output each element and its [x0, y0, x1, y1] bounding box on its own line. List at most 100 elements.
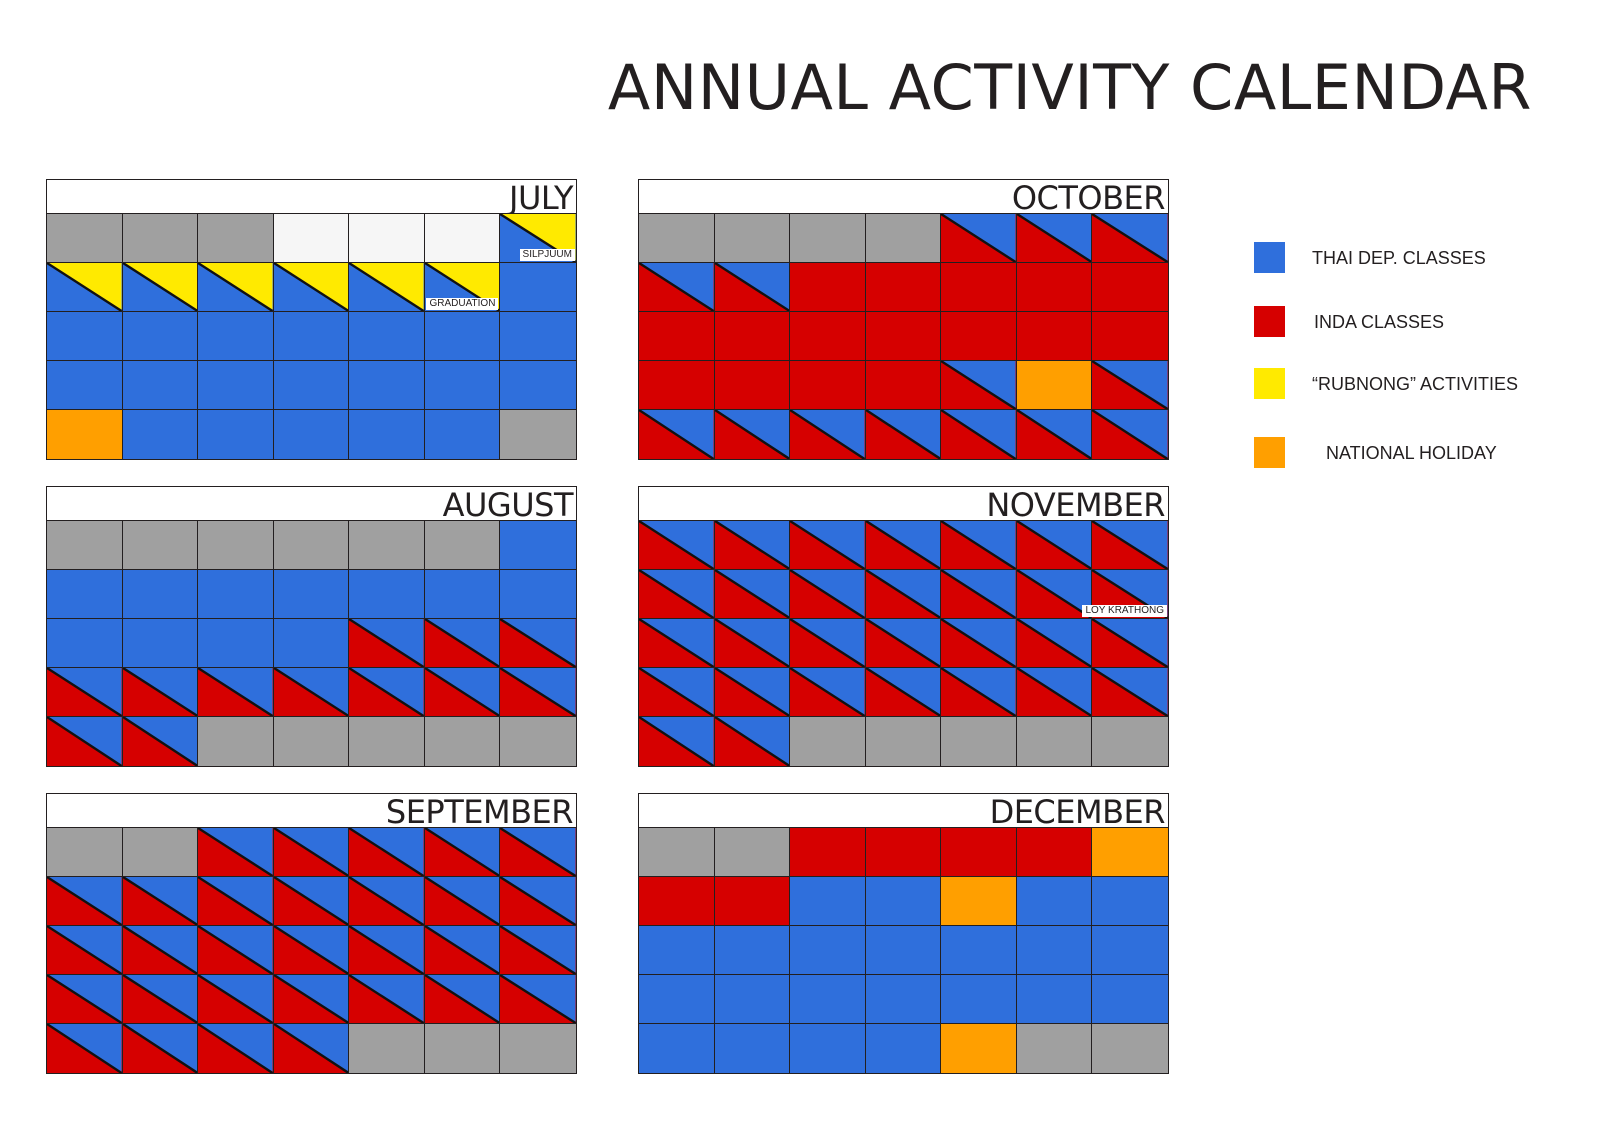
day-cell: [790, 312, 866, 361]
diagonal-divider: [790, 619, 865, 667]
split-day-mark: [1092, 410, 1168, 459]
split-day-mark: [1092, 668, 1168, 716]
split-day-mark: [198, 828, 273, 876]
split-day-mark: [349, 668, 424, 716]
day-cell: [1016, 1024, 1093, 1073]
day-cell: [790, 717, 866, 766]
diagonal-divider: [715, 668, 790, 716]
diagonal-divider: [500, 619, 576, 667]
day-cell: [47, 263, 123, 312]
day-cell: [1092, 410, 1168, 459]
diagonal-divider: [198, 1024, 273, 1073]
day-cell: [639, 521, 715, 570]
day-cell: [714, 521, 791, 570]
diagonal-divider: [349, 877, 424, 925]
split-day-mark: [639, 619, 714, 667]
diagonal-divider: [123, 926, 198, 974]
legend-item-rubnong-activities: “RUBNONG” ACTIVITIES: [1254, 368, 1584, 402]
split-day-mark: [122, 717, 198, 766]
diagonal-divider: [941, 668, 1016, 716]
day-cell: [790, 570, 866, 619]
day-cell: [1016, 410, 1093, 459]
split-day-mark: [1016, 668, 1092, 716]
day-cell: [1016, 214, 1093, 263]
day-cell: [122, 926, 199, 975]
diagonal-divider: [349, 828, 424, 876]
diagonal-divider: [1092, 361, 1168, 409]
day-cell: [122, 410, 199, 459]
split-day-mark: [122, 877, 198, 925]
split-day-mark: [1092, 619, 1168, 667]
day-cell: [424, 877, 501, 926]
month-title-september: SEPTEMBER: [46, 793, 577, 827]
day-cell: [1016, 926, 1093, 975]
day-cell: [47, 828, 123, 877]
day-cell: [273, 926, 350, 975]
day-cell: [865, 312, 942, 361]
day-cell: [47, 926, 123, 975]
diagonal-divider: [425, 877, 500, 925]
split-day-mark: [941, 570, 1016, 618]
split-day-mark: [424, 668, 500, 716]
day-cell: [1016, 361, 1093, 410]
diagonal-divider: [866, 619, 941, 667]
event-label: LOY KRATHONG: [1082, 605, 1167, 617]
day-cell: [500, 263, 576, 312]
split-day-mark: [941, 619, 1016, 667]
day-cell: [1016, 312, 1093, 361]
day-cell: [941, 521, 1017, 570]
day-cell: [424, 668, 501, 717]
diagonal-divider: [123, 975, 198, 1023]
diagonal-divider: [425, 668, 500, 716]
day-cell: [639, 877, 715, 926]
split-day-mark: [941, 410, 1016, 459]
day-cell: [349, 1024, 425, 1073]
legend-label: NATIONAL HOLIDAY: [1326, 443, 1497, 463]
diagonal-divider: [349, 619, 424, 667]
diagonal-divider: [500, 926, 576, 974]
month-august: AUGUST: [46, 486, 577, 767]
diagonal-divider: [1092, 410, 1168, 459]
day-cell: [1016, 717, 1093, 766]
event-label: GRADUATION: [426, 298, 499, 310]
diagonal-divider: [639, 717, 714, 766]
split-day-mark: [273, 263, 349, 311]
diagonal-divider: [349, 263, 424, 311]
diagonal-divider: [123, 877, 198, 925]
legend-swatch: [1254, 242, 1285, 273]
day-cell: [273, 570, 350, 619]
diagonal-divider: [1092, 619, 1168, 667]
day-cell: [941, 926, 1017, 975]
day-cell: [714, 975, 791, 1024]
day-cell: [714, 263, 791, 312]
day-cell: [122, 828, 199, 877]
day-cell: [500, 521, 576, 570]
diagonal-divider: [123, 263, 198, 311]
split-day-mark: [122, 668, 198, 716]
day-cell: [865, 521, 942, 570]
day-cell: [1092, 361, 1168, 410]
split-day-mark: [273, 1024, 349, 1073]
split-day-mark: [500, 877, 576, 925]
diagonal-divider: [47, 263, 122, 311]
day-cell: [349, 926, 425, 975]
month-november: NOVEMBER LOY KRATHONG: [638, 486, 1169, 767]
day-cell: LOY KRATHONG: [1082, 570, 1168, 619]
diagonal-divider: [425, 828, 500, 876]
diagonal-divider: [639, 570, 714, 618]
diagonal-divider: [123, 668, 198, 716]
day-cell: [865, 263, 942, 312]
day-cell: [714, 926, 791, 975]
split-day-mark: [865, 410, 941, 459]
day-cell: [500, 828, 576, 877]
diagonal-divider: [941, 619, 1016, 667]
split-day-mark: [1016, 214, 1092, 262]
day-cell: [714, 668, 791, 717]
split-day-mark: [500, 619, 576, 667]
day-cell: [714, 877, 791, 926]
diagonal-divider: [790, 668, 865, 716]
split-day-mark: [349, 619, 424, 667]
day-cell: [1092, 521, 1168, 570]
diagonal-divider: [500, 828, 576, 876]
day-cell: [790, 521, 866, 570]
